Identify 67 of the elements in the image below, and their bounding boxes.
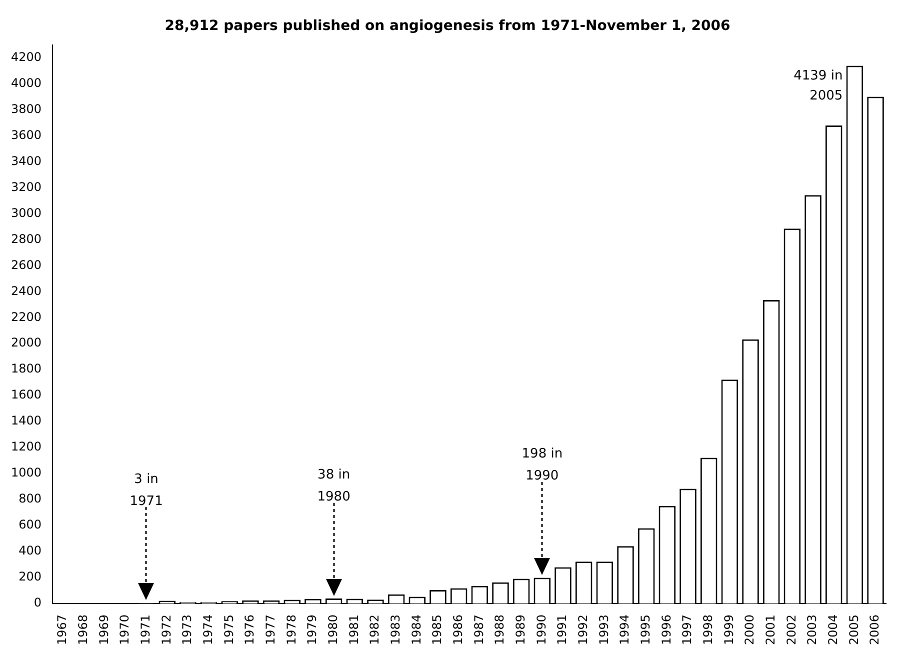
x-tick-label: 1973 bbox=[180, 614, 194, 646]
x-tick-label: 1985 bbox=[430, 614, 444, 646]
y-tick-label: 2800 bbox=[10, 232, 42, 246]
annotation: 3 in 1971 bbox=[130, 472, 163, 510]
y-tick-label: 3200 bbox=[10, 180, 42, 194]
y-tick-label: 3600 bbox=[10, 128, 42, 142]
x-tick-label: 1991 bbox=[555, 614, 570, 646]
x-tick-label: 1994 bbox=[618, 614, 632, 646]
y-tick-label: 600 bbox=[18, 518, 42, 532]
x-tick-label: 1988 bbox=[492, 614, 507, 646]
chart-title: 28,912 papers published on angiogenesis from 1971-November 1, 2006 bbox=[164, 18, 730, 34]
x-tick-label: 1970 bbox=[118, 614, 132, 646]
x-tick-label: 1995 bbox=[638, 614, 652, 646]
y-tick-label: 2400 bbox=[10, 284, 42, 298]
x-tick-label: 1976 bbox=[242, 614, 257, 646]
x-tick-label: 1987 bbox=[472, 614, 486, 646]
y-tick-label: 2000 bbox=[10, 336, 42, 350]
y-tick-label: 1400 bbox=[10, 414, 42, 428]
x-tick-label: 1984 bbox=[409, 614, 424, 646]
x-tick-label: 2004 bbox=[826, 614, 840, 646]
y-tick-label: 4000 bbox=[10, 76, 42, 90]
x-tick-label: 2005 bbox=[846, 614, 861, 646]
x-tick-label: 1998 bbox=[700, 614, 715, 646]
y-tick-label: 0 bbox=[34, 596, 42, 610]
x-tick-label: 1978 bbox=[284, 614, 298, 646]
x-tick-label: 1975 bbox=[222, 614, 236, 646]
x-tick-label: 1974 bbox=[200, 614, 215, 646]
y-tick-label: 1000 bbox=[10, 466, 42, 480]
y-tick-label: 3400 bbox=[10, 154, 42, 168]
y-tick-label: 1600 bbox=[10, 388, 42, 402]
x-tick-label: 1999 bbox=[722, 614, 736, 646]
annotation: 4139 in 2005 bbox=[794, 68, 843, 104]
x-tick-label: 1986 bbox=[450, 614, 465, 646]
x-tick-label: 2001 bbox=[763, 614, 778, 646]
x-tick-label: 1979 bbox=[305, 614, 320, 646]
y-tick-label: 800 bbox=[18, 492, 42, 506]
x-tick-label: 2006 bbox=[868, 614, 882, 646]
x-tick-label: 1980 bbox=[326, 614, 340, 646]
x-tick-label: 2002 bbox=[784, 614, 798, 646]
annotation: 198 in 1990 bbox=[522, 446, 563, 484]
x-tick-label: 1981 bbox=[346, 614, 361, 646]
x-tick-label: 1969 bbox=[96, 614, 111, 646]
x-tick-label: 1996 bbox=[659, 614, 674, 646]
x-tick-label: 2003 bbox=[805, 614, 820, 646]
y-tick-label: 1200 bbox=[10, 440, 42, 454]
x-tick-label: 2000 bbox=[742, 614, 757, 646]
y-tick-label: 4200 bbox=[10, 50, 42, 64]
annotation: 38 in 1980 bbox=[317, 468, 350, 505]
x-tick-label: 1993 bbox=[596, 614, 611, 646]
y-tick-label: 1800 bbox=[10, 362, 42, 376]
x-tick-label: 1971 bbox=[138, 614, 152, 646]
x-tick-label: 1967 bbox=[55, 614, 70, 646]
y-tick-label: 3800 bbox=[10, 102, 42, 116]
y-tick-label: 2600 bbox=[10, 258, 42, 272]
y-tick-label: 200 bbox=[18, 570, 42, 584]
x-tick-label: 1982 bbox=[368, 614, 382, 646]
x-tick-label: 1968 bbox=[76, 614, 90, 646]
y-tick-label: 3000 bbox=[10, 206, 42, 220]
x-tick-label: 1990 bbox=[534, 614, 548, 646]
x-tick-label: 1972 bbox=[159, 614, 174, 646]
x-tick-label: 1977 bbox=[263, 614, 278, 646]
x-tick-label: 1989 bbox=[513, 614, 528, 646]
x-tick-label: 1997 bbox=[680, 614, 694, 646]
y-tick-label: 2200 bbox=[10, 310, 42, 324]
x-tick-label: 1983 bbox=[388, 614, 402, 646]
y-tick-label: 400 bbox=[18, 544, 42, 558]
x-tick-label: 1992 bbox=[576, 614, 590, 646]
